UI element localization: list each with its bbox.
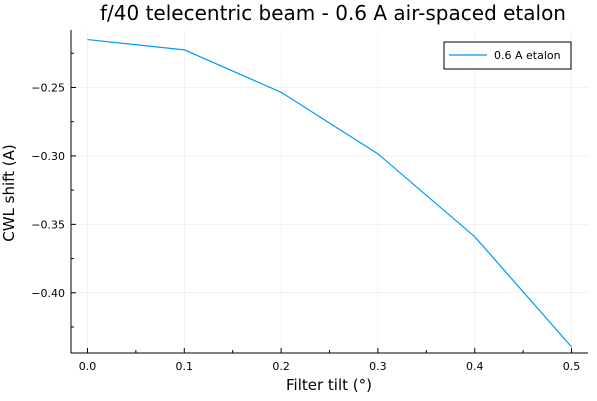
y-axis-label: CWL shift (A) (0, 144, 18, 242)
y-tick-label: −0.30 (31, 150, 65, 163)
y-tick-label: −0.25 (31, 81, 65, 94)
y-tick-label: −0.35 (31, 218, 65, 231)
x-ticks: 0.0 0.1 0.2 0.3 0.4 0.5 (79, 348, 581, 373)
x-tick-label: 0.1 (176, 360, 194, 373)
x-tick-label: 0.2 (272, 360, 290, 373)
x-tick-label: 0.5 (563, 360, 581, 373)
x-axis-label: Filter tilt (°) (286, 376, 372, 394)
x-tick-label: 0.3 (369, 360, 387, 373)
legend-label: 0.6 A etalon (494, 49, 561, 62)
y-tick-label: −0.40 (31, 287, 65, 300)
legend: 0.6 A etalon (443, 41, 572, 70)
grid-lines (71, 30, 588, 353)
x-tick-label: 0.0 (79, 360, 97, 373)
y-ticks: −0.25 −0.30 −0.35 −0.40 (31, 52, 76, 328)
axes (70, 30, 588, 354)
x-tick-label: 0.4 (466, 360, 484, 373)
chart-title: f/40 telecentric beam - 0.6 A air-spaced… (100, 1, 566, 25)
series-line (87, 38, 572, 348)
series-lines (87, 38, 572, 348)
